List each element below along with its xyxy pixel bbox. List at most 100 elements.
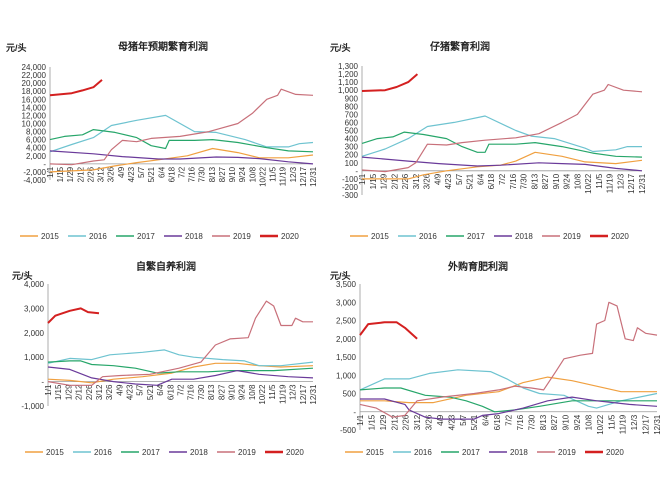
x-tick-label: 10/8 (248, 384, 257, 400)
x-tick-label: 6/4 (156, 384, 165, 396)
y-tick-label: 24,000 (22, 63, 47, 72)
x-tick-label: 7/16 (509, 173, 518, 189)
x-tick-label: 7/16 (187, 384, 196, 400)
x-tick-label: 5/7 (136, 384, 145, 396)
x-tick-label: 12/31 (309, 384, 318, 405)
y-tick-label: 14,000 (22, 103, 47, 112)
x-tick-label: 2/26 (401, 173, 410, 189)
series-line-2018 (47, 366, 314, 386)
legend-label: 2015 (371, 232, 389, 241)
y-tick-label: 20,000 (22, 79, 47, 88)
x-tick-label: 2/12 (390, 173, 399, 189)
chart-panel-1: 母猪年预期繁育利润元/头-4,000-2,000-2,0004,0006,000… (6, 40, 318, 241)
legend-label: 2018 (515, 232, 533, 241)
legend-label: 2015 (41, 232, 59, 241)
y-tick-label: 4,000 (24, 280, 45, 289)
y-tick-label: 1,000 (336, 371, 357, 380)
legend-label: 2017 (467, 232, 485, 241)
y-tick-label: 2,000 (24, 329, 45, 338)
chart-panel-2: 仔猪繁育利润元/头-300-200-100-100200300400500600… (330, 40, 647, 241)
x-tick-label: 11/19 (619, 414, 628, 434)
series-line-2017 (49, 129, 314, 153)
chart-title: 自繁自养利润 (136, 260, 196, 273)
x-tick-label: 5/21 (470, 414, 479, 430)
x-tick-label: 2/12 (75, 384, 84, 400)
y-tick-label: 1,500 (336, 353, 357, 362)
x-tick-label: 3/26 (423, 173, 432, 189)
legend-label: 2016 (89, 232, 107, 241)
x-tick-label: 4/23 (126, 384, 135, 400)
x-tick-label: 4/9 (433, 173, 442, 185)
x-tick-label: 11/5 (607, 414, 616, 430)
y-tick-label: 1,000 (338, 86, 359, 95)
x-tick-label: 12/17 (299, 166, 308, 187)
x-tick-label: 3/12 (95, 384, 104, 400)
x-tick-label: 1/15 (56, 166, 65, 182)
legend-label: 2018 (510, 448, 528, 457)
x-tick-label: 1/15 (54, 384, 63, 400)
y-tick-label: 2,000 (26, 152, 47, 161)
y-tick-label: 3,000 (24, 304, 45, 313)
x-tick-label: 10/8 (248, 166, 257, 182)
x-tick-label: 12/3 (289, 166, 298, 182)
y-axis-unit: 元/头 (6, 42, 27, 53)
series-line-2016 (47, 349, 314, 367)
x-tick-label: 9/24 (563, 173, 572, 189)
series-line-2019 (49, 88, 314, 166)
y-tick-label: -200 (342, 183, 359, 192)
x-tick-label: 10/22 (596, 414, 605, 435)
x-tick-label: 12/3 (616, 173, 625, 189)
y-tick-label: 100 (345, 159, 359, 168)
y-tick-label: -100 (342, 175, 359, 184)
series-line-2019 (359, 301, 658, 418)
x-tick-label: 7/16 (516, 414, 525, 430)
x-tick-label: 5/7 (455, 173, 464, 185)
x-tick-label: 10/22 (258, 384, 267, 405)
legend-label: 2019 (238, 448, 256, 457)
y-axis-unit: 元/头 (330, 42, 351, 53)
series-line-2018 (360, 396, 658, 420)
series-line-2018 (361, 156, 643, 172)
x-tick-label: 10/8 (573, 173, 582, 189)
x-tick-label: 11/19 (278, 384, 287, 404)
x-tick-label: 10/22 (584, 173, 593, 194)
y-tick-label: 22,000 (22, 71, 47, 80)
x-tick-label: 2/12 (76, 166, 85, 182)
series-line-2017 (361, 131, 643, 158)
y-tick-label: 1,100 (338, 78, 359, 87)
y-tick-label: - (355, 167, 358, 176)
x-tick-label: 4/23 (447, 414, 456, 430)
y-tick-label: 3,500 (336, 280, 357, 289)
y-tick-label: 900 (345, 94, 359, 103)
x-tick-label: 2/26 (85, 384, 94, 400)
series-line-2017 (359, 387, 657, 413)
x-tick-label: 10/22 (258, 166, 267, 187)
x-tick-label: 11/19 (279, 166, 288, 186)
x-tick-label: 12/31 (309, 166, 318, 187)
x-tick-label: 1/1 (44, 384, 53, 396)
x-tick-label: 9/24 (238, 166, 247, 182)
x-tick-label: 5/21 (466, 173, 475, 189)
x-tick-label: 12/3 (630, 414, 639, 430)
x-tick-label: 4/23 (127, 166, 136, 182)
x-tick-label: 5/7 (137, 166, 146, 178)
x-tick-label: 7/30 (198, 166, 207, 182)
chart-panel-4: 外购育肥利润元/头-500-5001,0001,5002,0002,5003,0… (330, 260, 662, 457)
x-tick-label: 5/21 (146, 384, 155, 400)
x-tick-label: 7/30 (527, 414, 536, 430)
y-tick-label: 4,000 (26, 144, 47, 153)
x-tick-label: 4/23 (444, 173, 453, 189)
x-tick-label: 8/27 (541, 173, 550, 189)
x-tick-label: 6/4 (476, 173, 485, 185)
y-tick-label: 1,200 (338, 70, 359, 79)
x-tick-label: 7/2 (498, 173, 507, 185)
x-tick-label: 3/26 (105, 384, 114, 400)
x-tick-label: 10/8 (584, 414, 593, 430)
y-tick-label: 300 (345, 143, 359, 152)
y-tick-label: 2,500 (336, 317, 357, 326)
x-tick-label: 9/24 (238, 384, 247, 400)
x-tick-label: 12/17 (642, 414, 651, 435)
x-tick-label: 1/29 (64, 384, 73, 400)
legend-label: 2020 (611, 232, 629, 241)
legend-label: 2015 (366, 448, 384, 457)
